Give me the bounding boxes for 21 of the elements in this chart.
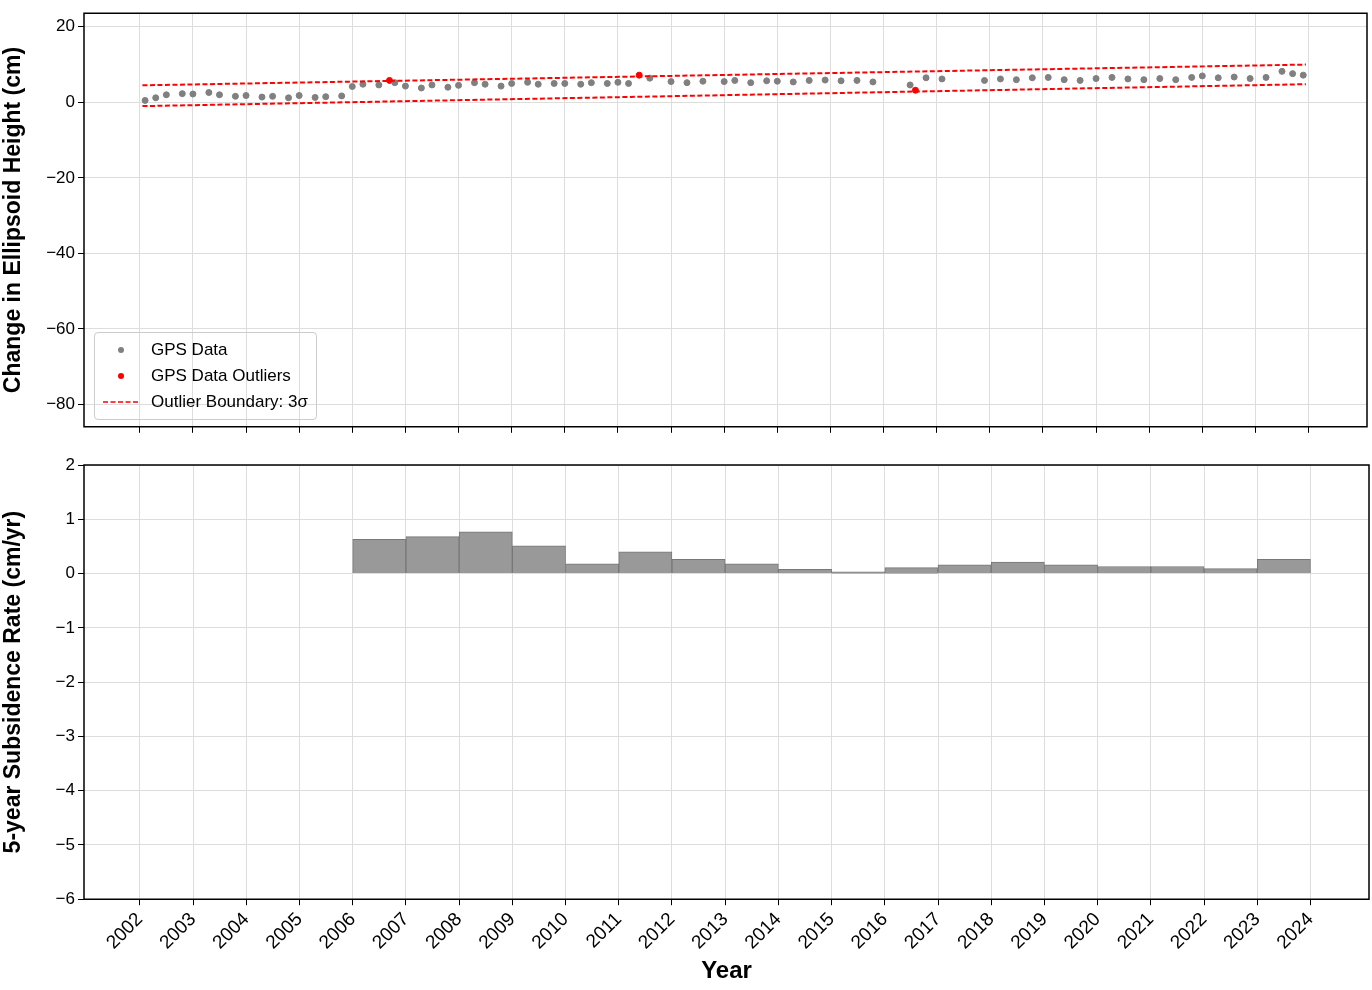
y-tick-label: −60	[46, 318, 75, 338]
y-tick-label: −6	[55, 888, 75, 908]
legend-label: GPS Data	[151, 339, 228, 361]
y-tick-label: −4	[55, 780, 75, 800]
y-tick-label: 0	[65, 563, 75, 583]
y-tick-label: −20	[46, 167, 75, 187]
y-tick-label: −1	[55, 617, 75, 637]
y-tick-label: −5	[55, 834, 75, 854]
legend-label: Outlier Boundary: 3σ	[151, 391, 308, 413]
y-tick-label: 1	[65, 508, 75, 528]
x-axis-title: Year	[701, 956, 752, 984]
legend-label: GPS Data Outliers	[151, 365, 291, 387]
y-tick-label: −3	[55, 726, 75, 746]
y-tick-label: 20	[56, 16, 75, 36]
y-tick-label: −80	[46, 394, 75, 414]
y-tick-label: −2	[55, 671, 75, 691]
y-axis-title: 5-year Subsidence Rate (cm/yr)	[0, 510, 26, 854]
y-tick-label: −40	[46, 243, 75, 263]
y-tick-label: 0	[65, 92, 75, 112]
y-axis-title: Change in Ellipsoid Height (cm)	[0, 46, 26, 394]
y-tick-label: 2	[65, 454, 75, 474]
